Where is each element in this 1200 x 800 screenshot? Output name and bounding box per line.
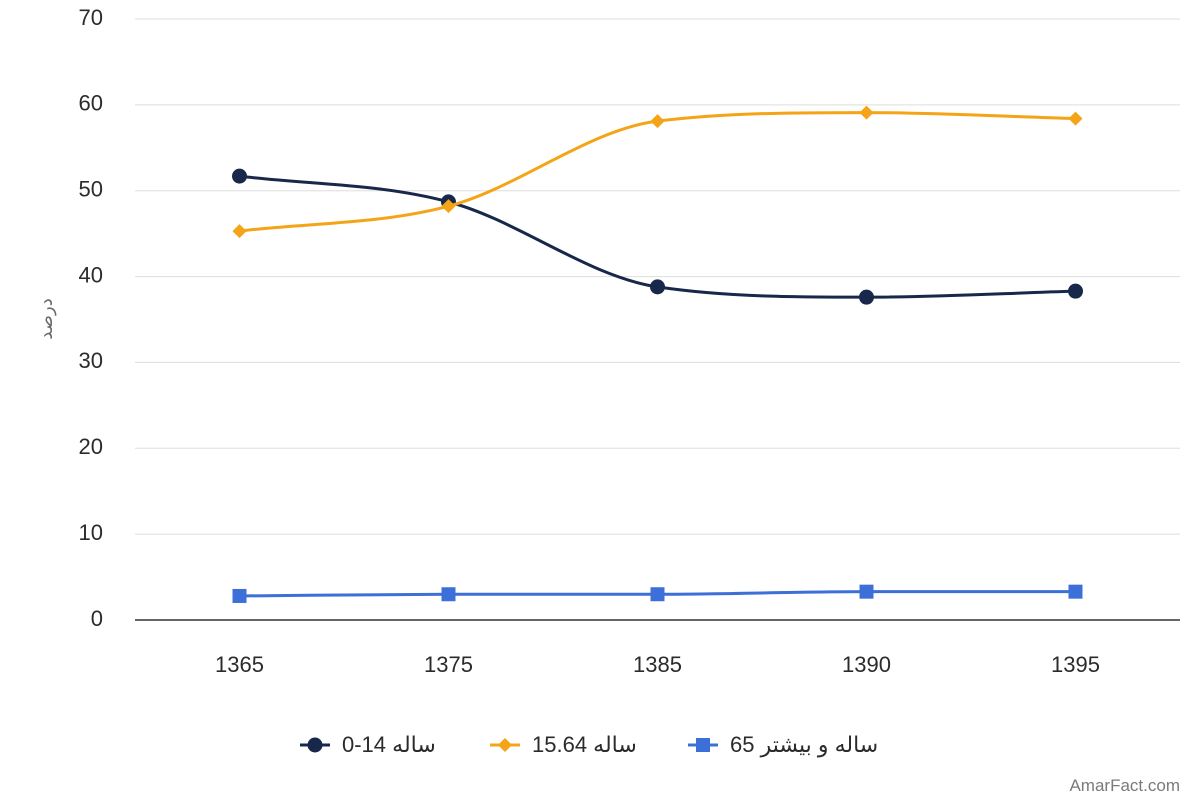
data-point <box>232 168 247 184</box>
data-point <box>650 114 665 129</box>
grid <box>135 18 1180 535</box>
x-axis: 1365 1375 1385 1390 1395 <box>215 652 1100 677</box>
legend: 0-14 ساله 15.64 ساله 65 ساله و بیشتر <box>300 732 878 757</box>
legend-item: 65 ساله و بیشتر <box>688 732 878 757</box>
y-tick-label: 10 <box>79 520 103 545</box>
data-point <box>859 584 874 599</box>
legend-label: 0-14 ساله <box>342 732 436 757</box>
legend-label: 65 ساله و بیشتر <box>730 732 878 757</box>
y-tick-label: 40 <box>79 262 103 287</box>
data-point <box>232 588 247 603</box>
data-point <box>859 105 874 120</box>
y-tick-label: 0 <box>91 606 103 631</box>
series-2 <box>232 105 1083 239</box>
legend-marker <box>498 738 512 752</box>
x-tick-label: 1365 <box>215 652 264 677</box>
x-tick-label: 1385 <box>633 652 682 677</box>
legend-marker <box>696 738 710 752</box>
x-tick-label: 1395 <box>1051 652 1100 677</box>
data-point <box>232 224 247 239</box>
legend-item: 15.64 ساله <box>490 732 637 757</box>
data-point <box>441 587 456 602</box>
series-line <box>239 111 1076 233</box>
x-tick-label: 1375 <box>424 652 473 677</box>
data-point <box>650 587 665 602</box>
y-axis-label: درصد <box>36 298 56 339</box>
data-point <box>441 199 456 214</box>
y-axis: 0 10 20 30 40 50 60 70 <box>79 5 103 631</box>
data-point <box>859 289 874 305</box>
series-3 <box>232 584 1083 603</box>
data-point <box>1068 111 1083 126</box>
series-1 <box>232 168 1083 305</box>
data-point <box>1068 283 1083 299</box>
y-tick-label: 70 <box>79 5 103 30</box>
y-tick-label: 50 <box>79 177 103 202</box>
x-tick-label: 1390 <box>842 652 891 677</box>
legend-marker <box>307 737 323 753</box>
series-layer <box>232 105 1083 603</box>
legend-item: 0-14 ساله <box>300 732 436 757</box>
data-point <box>1068 584 1083 599</box>
y-tick-label: 20 <box>79 434 103 459</box>
y-tick-label: 30 <box>79 348 103 373</box>
legend-label: 15.64 ساله <box>532 732 637 757</box>
series-line <box>239 174 1076 299</box>
y-tick-label: 60 <box>79 91 103 116</box>
watermark: AmarFact.com <box>1069 776 1180 795</box>
data-point <box>650 279 665 295</box>
